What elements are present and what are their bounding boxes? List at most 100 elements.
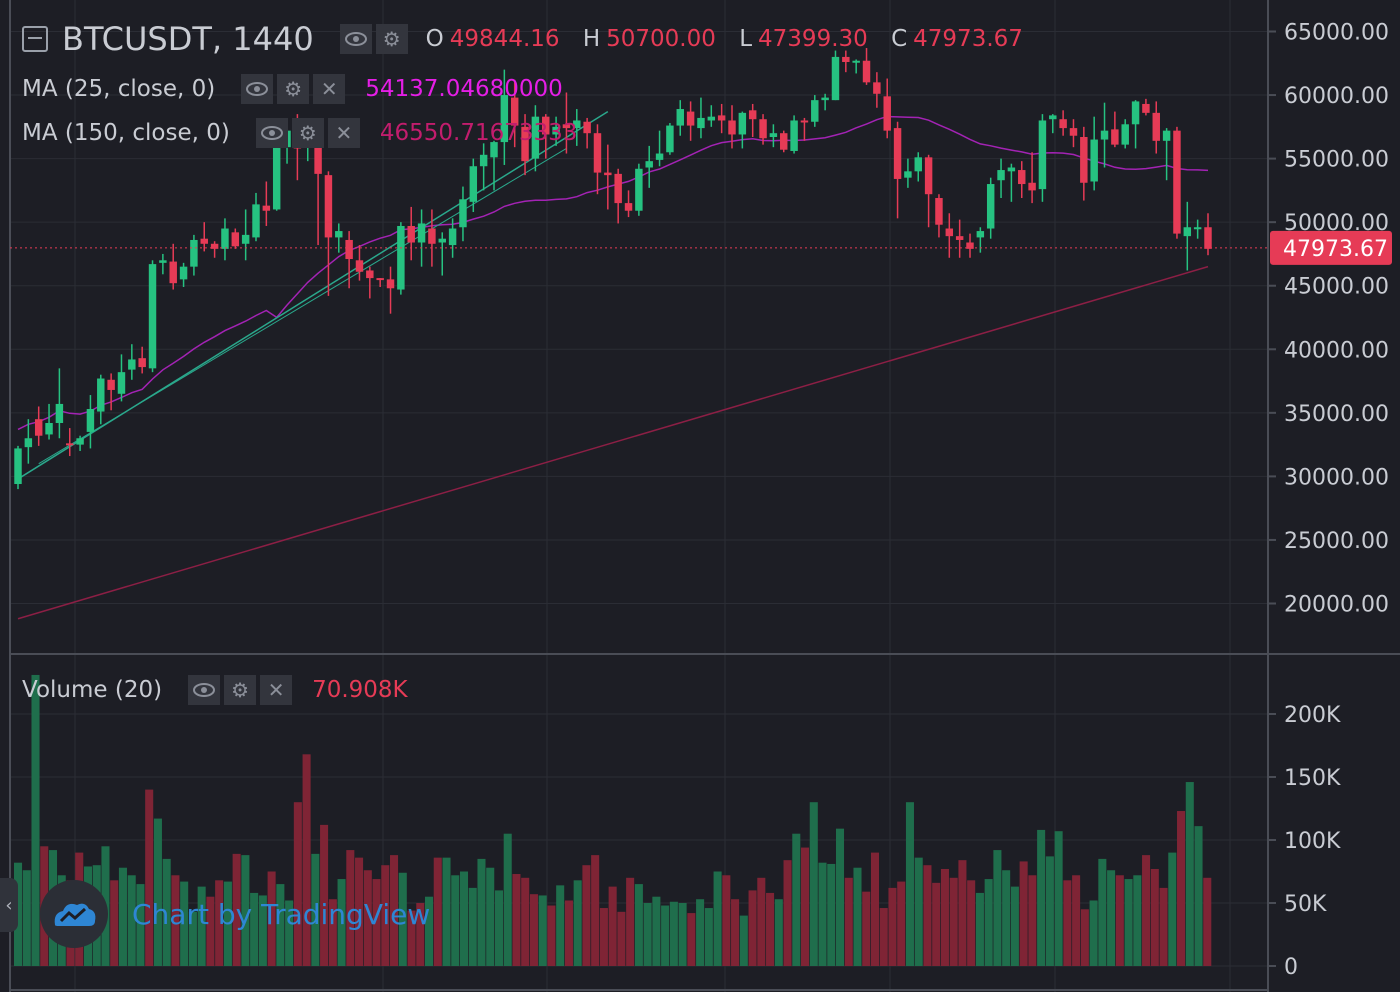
- volume-bar: [739, 915, 748, 966]
- eye-icon[interactable]: [241, 74, 274, 104]
- ma25-line: [17, 115, 1209, 431]
- volume-bar: [696, 899, 705, 966]
- gear-icon[interactable]: ⚙: [291, 118, 324, 148]
- volume-bar: [678, 903, 687, 966]
- candle-body: [200, 238, 208, 244]
- candle-body: [1121, 124, 1129, 145]
- volume-bar: [372, 879, 381, 966]
- volume-bar: [1142, 855, 1151, 966]
- candle-body: [759, 119, 767, 139]
- volume-bar: [932, 882, 941, 966]
- volume-bar: [556, 885, 565, 966]
- candle-body: [666, 125, 674, 153]
- volume-bar: [748, 890, 757, 966]
- close-icon[interactable]: ✕: [327, 118, 360, 148]
- volume-bar: [975, 892, 984, 966]
- candle-body: [397, 225, 405, 290]
- menu-icon[interactable]: [22, 26, 48, 52]
- volume-bar: [801, 847, 810, 966]
- eye-icon[interactable]: [188, 675, 221, 705]
- volume-bar: [1185, 782, 1194, 966]
- ma25-legend: MA (25, close, 0) ⚙ ✕ 54137.04680000: [22, 74, 563, 104]
- volume-bar: [503, 833, 512, 966]
- volume-tick-label: 100K: [1284, 829, 1341, 854]
- eye-icon[interactable]: [339, 24, 372, 54]
- candle-body: [955, 236, 964, 240]
- volume-bar: [766, 892, 775, 966]
- candle-body: [593, 133, 602, 173]
- gear-icon[interactable]: ⚙: [277, 74, 310, 104]
- eye-icon[interactable]: [255, 118, 288, 148]
- volume-bar: [1124, 879, 1133, 966]
- volume-bar: [136, 884, 145, 966]
- candle-body: [842, 56, 850, 63]
- close-icon[interactable]: ✕: [313, 74, 346, 104]
- price-tick-label: 30000.00: [1284, 465, 1389, 490]
- candle-body: [1162, 130, 1171, 141]
- volume-bar: [381, 865, 390, 966]
- volume-bar: [285, 900, 294, 966]
- candle-body: [159, 260, 167, 263]
- gear-icon[interactable]: ⚙: [224, 675, 257, 705]
- candle-body: [490, 142, 498, 158]
- candle-body: [417, 223, 426, 243]
- volume-bar: [416, 903, 425, 966]
- close-label: C: [891, 26, 908, 52]
- volume-bar: [809, 802, 818, 966]
- symbol-title: BTCUSDT, 1440: [62, 20, 314, 58]
- volume-bar: [145, 789, 154, 966]
- candle-body: [138, 358, 146, 368]
- price-tick-label: 40000.00: [1284, 338, 1389, 363]
- gear-icon[interactable]: ⚙: [375, 24, 408, 54]
- candle-body: [190, 239, 198, 267]
- close-icon[interactable]: ✕: [260, 675, 293, 705]
- volume-bar: [110, 880, 119, 966]
- candle-body: [210, 243, 219, 249]
- volume-bar: [188, 911, 197, 966]
- candle-body: [697, 117, 705, 129]
- volume-bar: [564, 900, 573, 966]
- volume-bar: [1098, 858, 1107, 966]
- candle-body: [1018, 170, 1026, 185]
- collapse-arrow-icon[interactable]: ‹: [0, 878, 18, 932]
- volume-bar: [599, 908, 608, 966]
- volume-bar: [302, 754, 311, 966]
- watermark-text: Chart by TradingView: [132, 897, 431, 931]
- volume-bar: [792, 833, 801, 966]
- candle-body: [407, 225, 415, 243]
- volume-bar: [1115, 875, 1124, 966]
- volume-bar: [328, 899, 337, 966]
- candle-body: [500, 95, 509, 143]
- candle-body: [148, 264, 157, 369]
- volume-bar: [197, 886, 206, 966]
- candle-body: [335, 231, 343, 238]
- tradingview-watermark[interactable]: Chart by TradingView: [40, 880, 430, 948]
- candle-body: [717, 115, 726, 121]
- volume-bar: [529, 894, 538, 966]
- candle-body: [986, 184, 995, 229]
- volume-tick-label: 0: [1284, 955, 1298, 980]
- candle-body: [1038, 120, 1047, 190]
- candle-body: [614, 173, 622, 204]
- volume-bar: [311, 853, 320, 966]
- candle-body: [252, 204, 260, 238]
- volume-bar: [731, 899, 740, 966]
- candle-body: [635, 168, 643, 211]
- candle-body: [707, 116, 716, 121]
- volume-bar: [390, 855, 399, 966]
- volume-bar: [582, 865, 591, 966]
- volume-legend: Volume (20) ⚙ ✕ 70.908K: [22, 675, 408, 705]
- volume-bar: [608, 886, 617, 966]
- candle-body: [883, 96, 891, 131]
- candle-body: [562, 124, 571, 129]
- ohlc-readout: O 49844.16 H 50700.00 L 47399.30 C 47973.67: [426, 26, 1039, 52]
- volume-bar: [127, 875, 136, 966]
- volume-bar: [1072, 875, 1081, 966]
- volume-bar: [363, 870, 372, 966]
- candle-body: [738, 112, 747, 135]
- candle-body: [728, 120, 736, 135]
- volume-bar: [486, 867, 495, 966]
- volume-bar: [547, 905, 556, 966]
- candle-body: [676, 109, 684, 126]
